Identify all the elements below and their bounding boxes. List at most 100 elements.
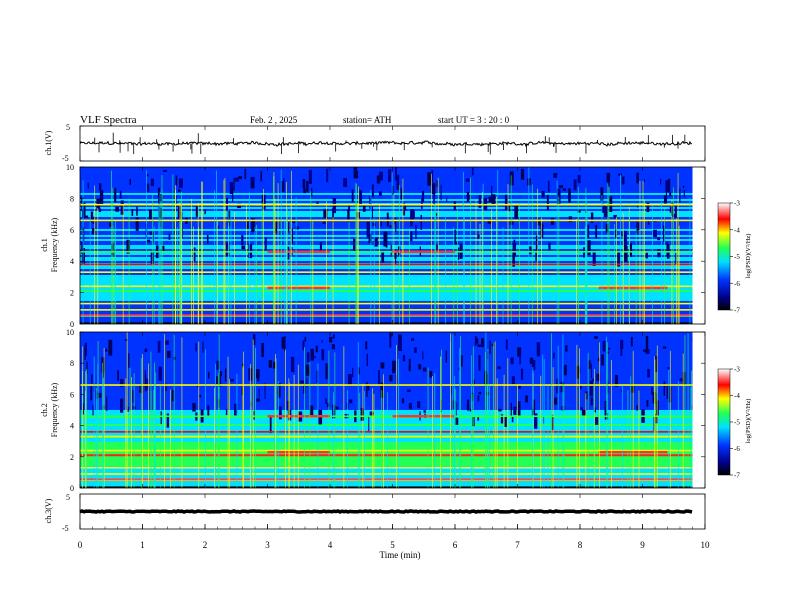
spec-dark-patch [95, 391, 99, 400]
spec-dark-patch [135, 217, 139, 231]
spec-dark-patch [165, 383, 167, 392]
spec-dark-patch [597, 357, 600, 362]
spec-ytick-label: 8 [70, 194, 74, 203]
spec-row [80, 340, 693, 342]
spec-dark-patch [124, 338, 129, 342]
ch1-waveform-spikes [80, 125, 686, 162]
spec-dark-patch [287, 401, 290, 411]
spec-dark-patch [250, 177, 255, 189]
spec-dark-patch [241, 384, 243, 396]
spec-dark-patch [613, 214, 617, 219]
spec-row [80, 175, 693, 177]
spec-dark-patch [415, 224, 417, 240]
spec-dark-patch [667, 178, 671, 193]
spec-dark-patch [192, 402, 196, 412]
time-tick-label: 5 [390, 540, 395, 550]
spec-dark-patch [359, 190, 363, 206]
spec-dark-patch [238, 176, 242, 180]
spec-row [80, 452, 693, 454]
spec-dark-patch [500, 414, 504, 424]
spec-dark-patch [117, 370, 120, 381]
spec-row [80, 410, 693, 412]
spec-dark-patch [489, 340, 491, 355]
spec-dark-patch [554, 397, 558, 405]
spec-dark-patch [152, 232, 154, 243]
spec-dark-patch [643, 179, 645, 183]
spec-dark-patch [617, 251, 621, 267]
spec-band-strong [80, 314, 693, 317]
spec-row [80, 321, 693, 323]
spec-dark-patch [637, 204, 639, 208]
time-tick-label: 8 [578, 540, 583, 550]
date-label: Feb. 2 , 2025 [250, 115, 298, 125]
spec-dark-patch [498, 408, 502, 412]
spec-dark-patch [258, 388, 260, 398]
spec-row [80, 362, 693, 364]
spec-dark-patch [431, 170, 434, 183]
spec-dark-patch [392, 360, 396, 374]
spec-row [80, 313, 693, 315]
spec-dark-patch [168, 233, 171, 240]
spec-dark-patch [120, 200, 124, 215]
ch1-colorbar-ticks: -3 -4 -5 -6 -7 [730, 200, 740, 315]
spec-dark-patch [594, 336, 598, 339]
spec-dark-patch [245, 219, 250, 229]
spec-row [80, 209, 693, 211]
spec-dark-patch [251, 176, 255, 182]
spec-dark-patch [119, 379, 124, 387]
spec-row [80, 398, 693, 400]
spec-dark-patch [674, 205, 677, 219]
time-axis: 0 1 2 3 4 5 6 7 8 9 10 [78, 126, 710, 550]
spec-dark-patch [465, 178, 470, 182]
ch1-waveform-panel: 5 -5 ch.1(V) [44, 123, 706, 163]
spec-dark-patch [453, 201, 456, 210]
spec-row [80, 261, 693, 263]
spec-row [80, 404, 693, 406]
spec-dark-patch [237, 203, 242, 209]
spec-dark-patch [241, 235, 244, 246]
spec-row [80, 412, 693, 414]
spec-dark-patch [306, 352, 310, 363]
spec-dark-patch [565, 345, 568, 352]
spec-band [80, 271, 693, 273]
spec-bright-segment [267, 415, 330, 418]
spec-dark-patch [621, 389, 623, 393]
spec-row [80, 177, 693, 179]
spec-dark-patch [534, 413, 538, 429]
spec-dark-patch [605, 224, 609, 233]
spec-dark-patch [621, 176, 625, 185]
spec-row [80, 253, 693, 255]
colorbar-tick-label: -7 [734, 307, 740, 315]
spec-row [80, 370, 693, 372]
spec-dark-patch [268, 360, 273, 368]
time-tick-label: 2 [203, 540, 208, 550]
spec-dark-patch [579, 385, 582, 390]
spec-dark-patch [353, 167, 358, 179]
spec-row [80, 179, 693, 181]
spec-dark-patch [595, 224, 598, 239]
spec-row [80, 414, 693, 416]
spec-dark-patch [614, 375, 618, 387]
spec-dark-patch [410, 338, 415, 342]
spec-ytick-label: 8 [70, 359, 74, 368]
spec-row [80, 187, 693, 189]
spec-dark-patch [326, 168, 329, 183]
spec-dark-patch [81, 241, 84, 254]
spec-band [80, 415, 693, 418]
spec-dark-patch [99, 190, 104, 206]
spec-dark-patch [460, 355, 463, 367]
spec-dark-patch [533, 399, 536, 415]
spec-dark-patch [90, 386, 93, 401]
spec-dark-patch [467, 399, 470, 411]
spec-row [80, 183, 693, 185]
spec-row [80, 446, 693, 448]
colorbar-tick-label: -6 [734, 280, 740, 288]
spec-dark-patch [249, 402, 252, 407]
spec-dark-patch [347, 374, 352, 387]
spec-row [80, 223, 693, 225]
spec-dark-patch [84, 215, 89, 218]
spec-dark-patch [232, 187, 234, 202]
spec-dark-patch [593, 407, 596, 413]
spec-dark-patch [645, 335, 649, 350]
